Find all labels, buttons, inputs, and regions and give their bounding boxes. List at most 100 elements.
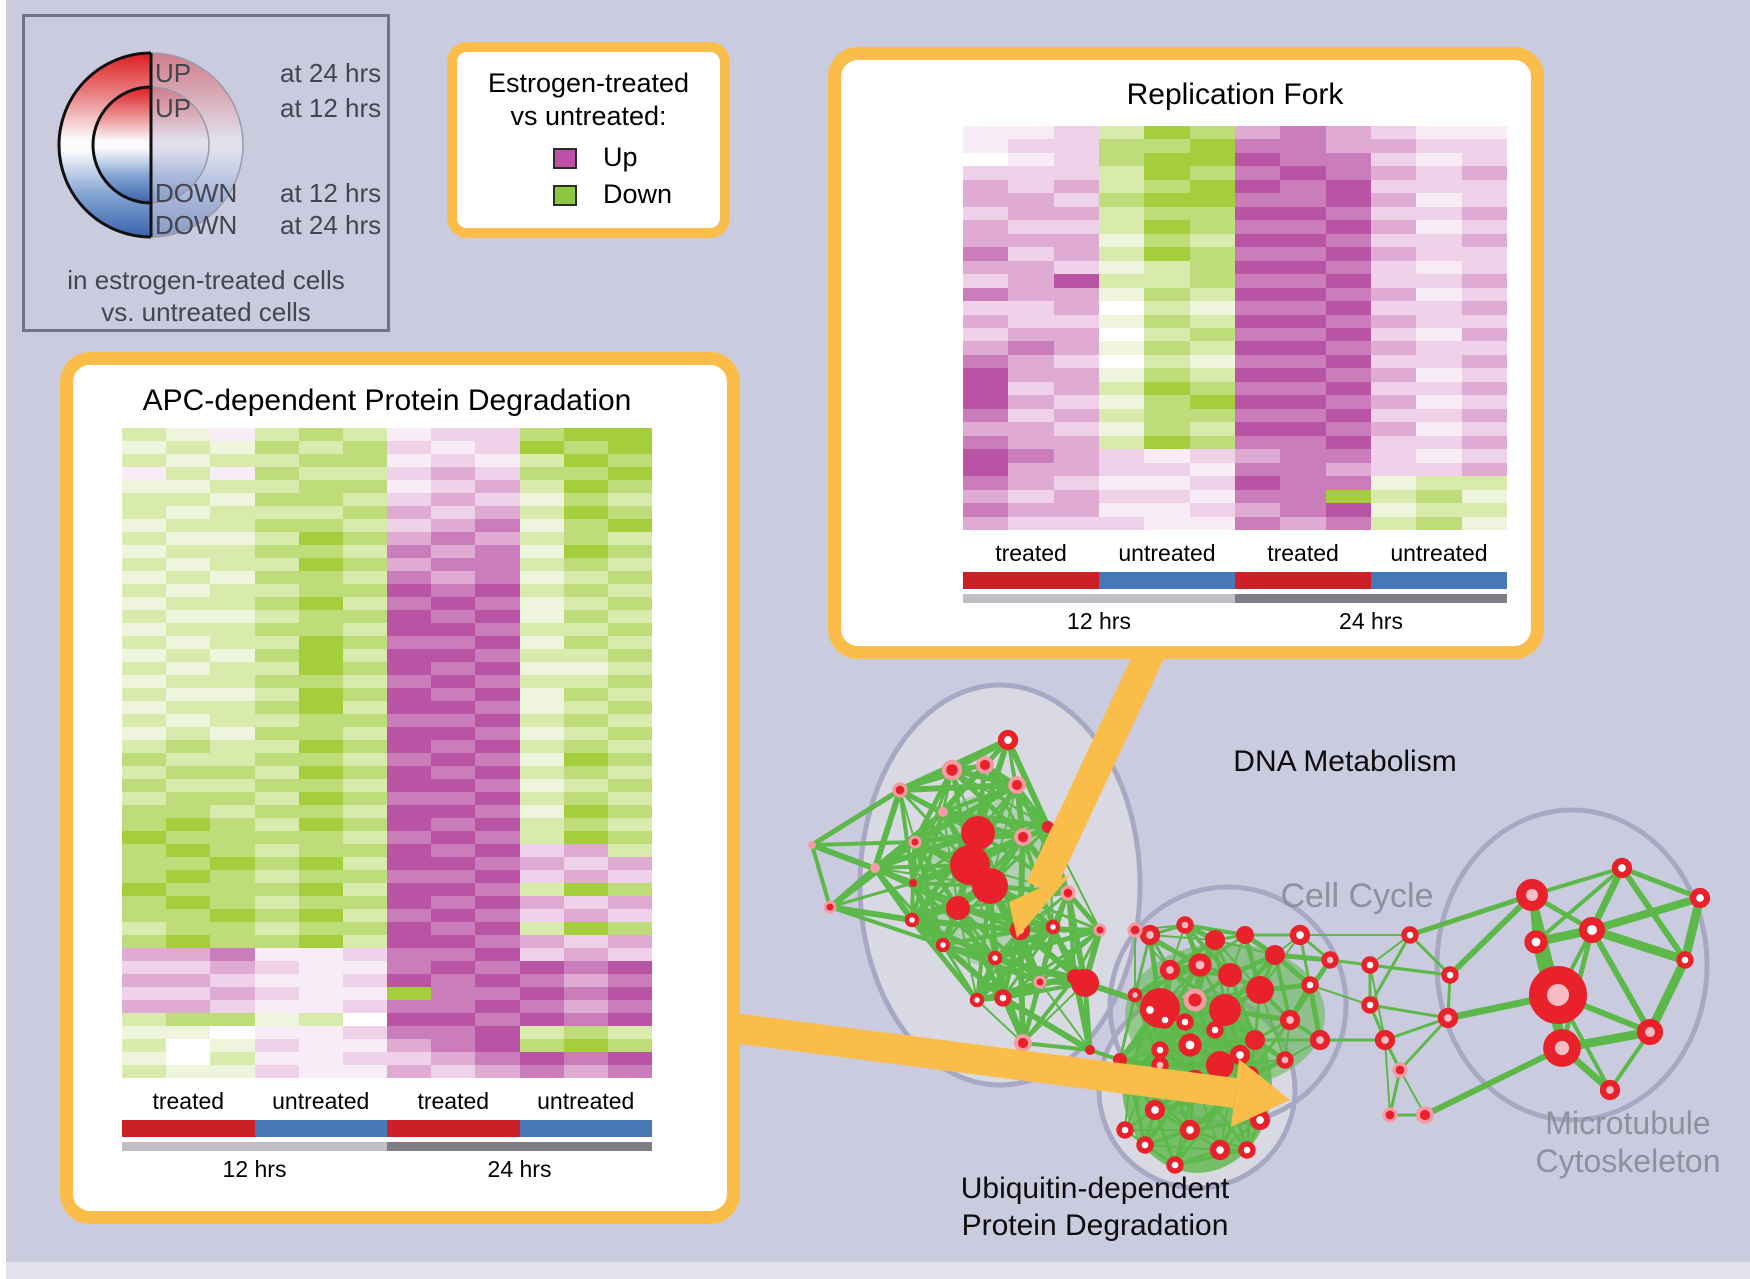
heatmap-cell (1053, 220, 1099, 234)
heatmap-cell (475, 1065, 520, 1078)
heatmap-cell (210, 922, 255, 935)
heatmap-cell (342, 779, 387, 792)
heatmap-cell (210, 545, 255, 558)
heatmap-cell (519, 597, 564, 610)
heatmap-cell (431, 961, 476, 974)
heatmap-cell (387, 597, 432, 610)
heatmap-cell (1189, 179, 1235, 194)
heatmap-cell (519, 857, 564, 870)
heatmap-cell (475, 506, 520, 519)
heatmap-cell (298, 1065, 343, 1078)
heatmap-cell (1416, 206, 1462, 221)
heatmap-cell (431, 571, 476, 584)
heatmap-cell (1325, 341, 1371, 355)
heatmap-cell (563, 974, 608, 987)
heatmap-cell (1234, 126, 1281, 140)
heatmap-cell (963, 327, 1009, 342)
heatmap-cell (563, 844, 608, 857)
heatmap-cell (387, 675, 432, 688)
heatmap-cell (342, 987, 387, 1000)
heatmap-cell (1280, 341, 1326, 355)
heatmap-cell (563, 870, 608, 883)
heatmap-cell (122, 558, 167, 571)
heatmap-cell (1416, 503, 1462, 517)
heatmap-cell (1234, 449, 1281, 463)
repfork-time-bars (963, 594, 1507, 603)
heatmap-cell (1144, 193, 1190, 207)
heatmap-cell (475, 636, 520, 649)
heatmap-cell (431, 493, 476, 506)
heatmap-cell (254, 428, 299, 441)
heatmap-cell (1461, 368, 1507, 382)
heatmap-cell (1325, 503, 1371, 517)
heatmap-cell (1053, 247, 1099, 261)
repfork-group-treated-12: treated (995, 540, 1067, 566)
heatmap-cell (342, 870, 387, 883)
heatmap-cell (1008, 408, 1054, 423)
heatmap-cell (210, 987, 255, 1000)
heatmap-cell (607, 558, 652, 571)
heatmap-cell (342, 675, 387, 688)
heatmap-cell (210, 571, 255, 584)
heatmap-cell (519, 467, 564, 480)
heatmap-cell (1234, 341, 1281, 355)
heatmap-cell (387, 883, 432, 896)
heatmap-cell (122, 753, 167, 766)
heatmap-cell (607, 818, 652, 831)
heatmap-cell (519, 636, 564, 649)
heatmap-cell (298, 675, 343, 688)
heatmap-cell (342, 1013, 387, 1026)
heatmap-cell (1461, 193, 1507, 207)
heatmap-cell (519, 870, 564, 883)
heatmap-cell (563, 909, 608, 922)
heatmap-cell (1370, 193, 1417, 207)
heatmap-cell (563, 610, 608, 623)
heatmap-cell (431, 766, 476, 779)
heatmap-cell (1325, 516, 1371, 530)
heatmap-cell (298, 961, 343, 974)
heatmap-cell (519, 675, 564, 688)
heatmap-cell (122, 909, 167, 922)
heatmap-cell (1280, 381, 1326, 396)
heatmap-cell (1234, 408, 1281, 423)
heatmap-cell (1144, 503, 1190, 517)
heatmap-cell (1098, 260, 1145, 275)
heatmap-cell (342, 519, 387, 532)
heatmap-cell (298, 818, 343, 831)
heatmap-cell (298, 922, 343, 935)
heatmap-cell (342, 636, 387, 649)
heatmap-cell (122, 1065, 167, 1078)
heatmap-cell (1234, 139, 1281, 153)
heatmap-cell (1461, 220, 1507, 234)
heatmap-cell (387, 558, 432, 571)
heatmap-cell (387, 805, 432, 818)
heatmap-cell (607, 727, 652, 740)
heatmap-cell (1053, 516, 1099, 530)
heatmap-cell (1461, 206, 1507, 221)
heatmap-cell (122, 714, 167, 727)
heatmap-cell (1008, 395, 1054, 409)
heatmap-cell (1098, 449, 1145, 463)
time-bar-12 (963, 594, 1235, 603)
heatmap-cell (1144, 233, 1190, 248)
heatmap-cell (387, 909, 432, 922)
heatmap-cell (1461, 327, 1507, 342)
heatmap-cell (122, 779, 167, 792)
heatmap-cell (563, 753, 608, 766)
heatmap-cell (607, 792, 652, 805)
heatmap-cell (431, 532, 476, 545)
heatmap-cell (1053, 166, 1099, 180)
heatmap-cell (1008, 327, 1054, 342)
heatmap-cell (431, 675, 476, 688)
heatmap-cell (1189, 301, 1235, 315)
heatmap-cell (387, 467, 432, 480)
heatmap-cell (1416, 193, 1462, 207)
heatmap-cell (1098, 368, 1145, 382)
heatmap-cell (1053, 368, 1099, 382)
heatmap-cell (166, 675, 211, 688)
heatmap-cell (210, 649, 255, 662)
heatmap-cell (166, 584, 211, 597)
heatmap-cell (122, 571, 167, 584)
heatmap-cell (431, 831, 476, 844)
heatmap-cell (1416, 341, 1462, 355)
